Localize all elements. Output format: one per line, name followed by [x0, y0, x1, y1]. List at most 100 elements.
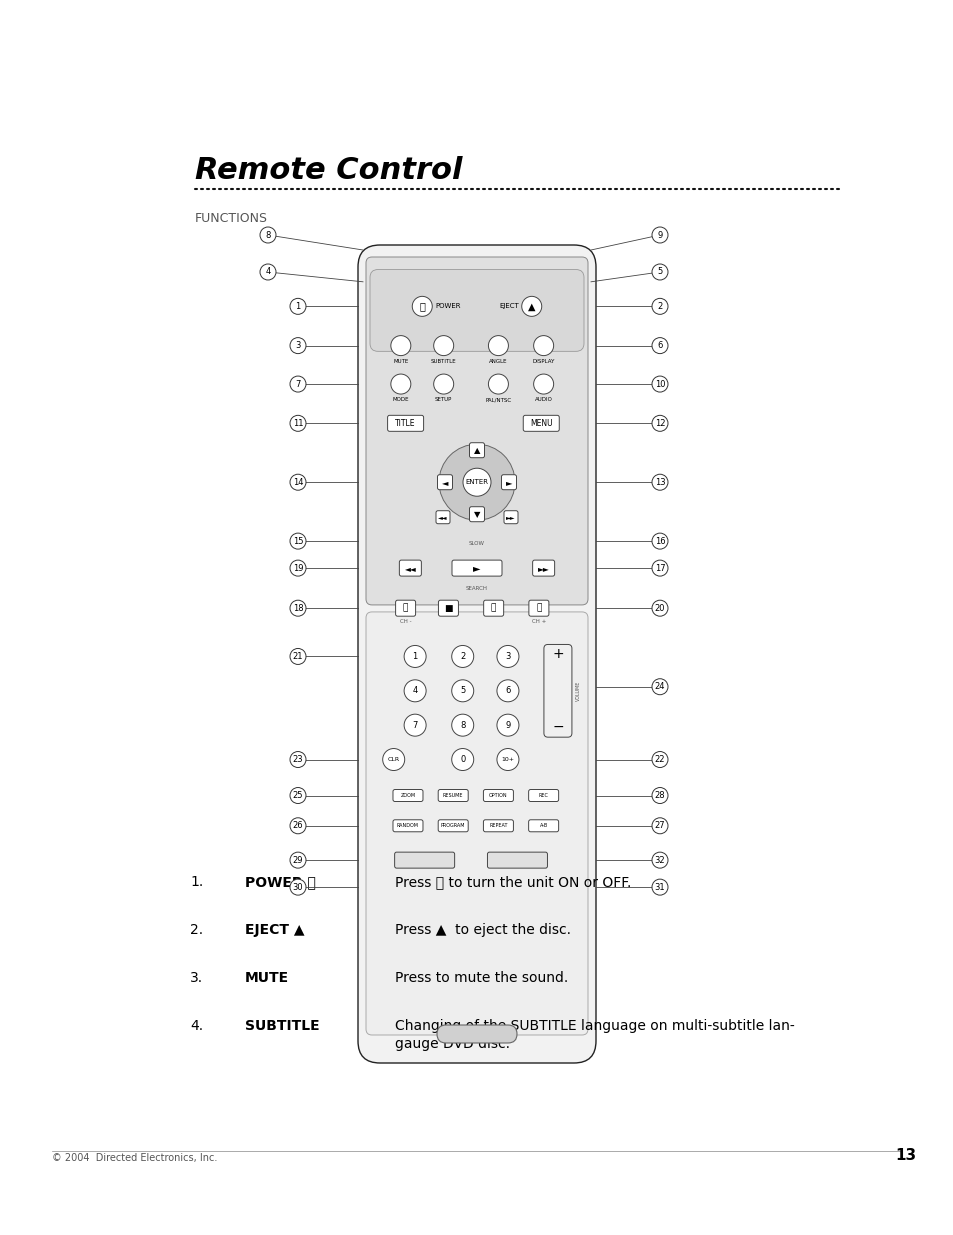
Text: PAL/NTSC: PAL/NTSC — [485, 398, 511, 403]
Circle shape — [462, 468, 491, 496]
Circle shape — [452, 679, 474, 701]
Circle shape — [651, 337, 667, 353]
Text: ▲: ▲ — [527, 301, 535, 311]
Circle shape — [497, 748, 518, 771]
Text: 4: 4 — [265, 268, 271, 277]
Text: 1: 1 — [412, 652, 417, 661]
FancyBboxPatch shape — [387, 415, 423, 431]
Circle shape — [290, 337, 306, 353]
Text: 8: 8 — [265, 231, 271, 240]
Text: 4: 4 — [412, 687, 417, 695]
Text: OPTION: OPTION — [489, 793, 507, 798]
Circle shape — [412, 296, 432, 316]
Text: ►►: ►► — [506, 515, 516, 520]
Text: AUDIO: AUDIO — [534, 398, 552, 403]
Circle shape — [290, 752, 306, 767]
Circle shape — [651, 788, 667, 804]
Text: 7: 7 — [412, 721, 417, 730]
Text: ANGLE: ANGLE — [489, 358, 507, 363]
Text: FUNCTIONS: FUNCTIONS — [194, 212, 268, 225]
Circle shape — [391, 374, 411, 394]
Text: SEARCH: SEARCH — [465, 587, 488, 592]
Text: 17: 17 — [654, 563, 664, 573]
Text: 16: 16 — [654, 537, 664, 546]
FancyBboxPatch shape — [528, 789, 558, 802]
Circle shape — [497, 679, 518, 701]
Text: Press ⏻ to turn the unit ON or OFF.: Press ⏻ to turn the unit ON or OFF. — [395, 876, 631, 889]
FancyBboxPatch shape — [528, 820, 558, 832]
Text: 9: 9 — [657, 231, 662, 240]
Circle shape — [651, 534, 667, 550]
FancyBboxPatch shape — [436, 1025, 517, 1044]
Text: Press ▲  to eject the disc.: Press ▲ to eject the disc. — [395, 923, 571, 937]
Text: ◄: ◄ — [441, 478, 448, 487]
Text: −: − — [552, 720, 563, 734]
Text: 6: 6 — [505, 687, 510, 695]
Text: 11: 11 — [293, 419, 303, 427]
FancyBboxPatch shape — [483, 820, 513, 832]
Circle shape — [651, 852, 667, 868]
Text: 15: 15 — [293, 537, 303, 546]
Text: 4.: 4. — [190, 1019, 203, 1032]
Text: © 2004  Directed Electronics, Inc.: © 2004 Directed Electronics, Inc. — [52, 1153, 217, 1163]
Text: MUTE: MUTE — [245, 971, 289, 986]
Text: Changing of the SUBTITLE language on multi-subtitle lan-: Changing of the SUBTITLE language on mul… — [395, 1019, 794, 1032]
Text: 13: 13 — [654, 478, 664, 487]
Circle shape — [651, 227, 667, 243]
Text: VOLUME: VOLUME — [576, 680, 580, 701]
Text: 31: 31 — [654, 883, 664, 892]
Text: POWER: POWER — [435, 304, 460, 309]
Circle shape — [434, 374, 454, 394]
Text: 3: 3 — [295, 341, 300, 350]
Text: 23: 23 — [293, 755, 303, 764]
FancyBboxPatch shape — [501, 474, 516, 490]
Text: 6: 6 — [657, 341, 662, 350]
Text: EJECT ▲: EJECT ▲ — [245, 923, 304, 937]
FancyBboxPatch shape — [487, 852, 547, 868]
Text: 0: 0 — [459, 755, 465, 764]
FancyBboxPatch shape — [436, 511, 450, 524]
FancyBboxPatch shape — [503, 511, 517, 524]
Text: 28: 28 — [654, 790, 664, 800]
Circle shape — [497, 646, 518, 667]
Text: ■: ■ — [444, 604, 453, 613]
Text: ⏸: ⏸ — [491, 604, 496, 613]
Text: ►: ► — [473, 563, 480, 573]
Text: MODE: MODE — [393, 398, 409, 403]
Text: ◄◄: ◄◄ — [404, 563, 416, 573]
Circle shape — [290, 818, 306, 834]
FancyBboxPatch shape — [395, 852, 455, 868]
Circle shape — [521, 296, 541, 316]
Text: 22: 22 — [654, 755, 664, 764]
Text: Remote Control: Remote Control — [194, 156, 462, 185]
Circle shape — [290, 852, 306, 868]
Circle shape — [651, 679, 667, 695]
Text: PROGRAM: PROGRAM — [440, 824, 465, 829]
Text: 13: 13 — [894, 1149, 915, 1163]
Circle shape — [533, 336, 553, 356]
Text: ◄◄: ◄◄ — [437, 515, 447, 520]
Circle shape — [290, 788, 306, 804]
Circle shape — [651, 818, 667, 834]
Circle shape — [452, 748, 474, 771]
Circle shape — [391, 336, 411, 356]
Text: POWER ⏻: POWER ⏻ — [245, 876, 315, 889]
Text: 10: 10 — [654, 379, 664, 389]
FancyBboxPatch shape — [543, 645, 571, 737]
Circle shape — [290, 648, 306, 664]
Circle shape — [651, 879, 667, 895]
Circle shape — [497, 714, 518, 736]
Text: 2: 2 — [459, 652, 465, 661]
Text: 9: 9 — [505, 721, 510, 730]
Text: 30: 30 — [293, 883, 303, 892]
Circle shape — [452, 646, 474, 667]
Circle shape — [404, 646, 426, 667]
Text: 5: 5 — [459, 687, 465, 695]
Circle shape — [651, 474, 667, 490]
Circle shape — [290, 561, 306, 576]
FancyBboxPatch shape — [395, 600, 416, 616]
Circle shape — [488, 336, 508, 356]
Text: ▲: ▲ — [474, 446, 479, 454]
Circle shape — [434, 336, 454, 356]
Circle shape — [290, 534, 306, 550]
